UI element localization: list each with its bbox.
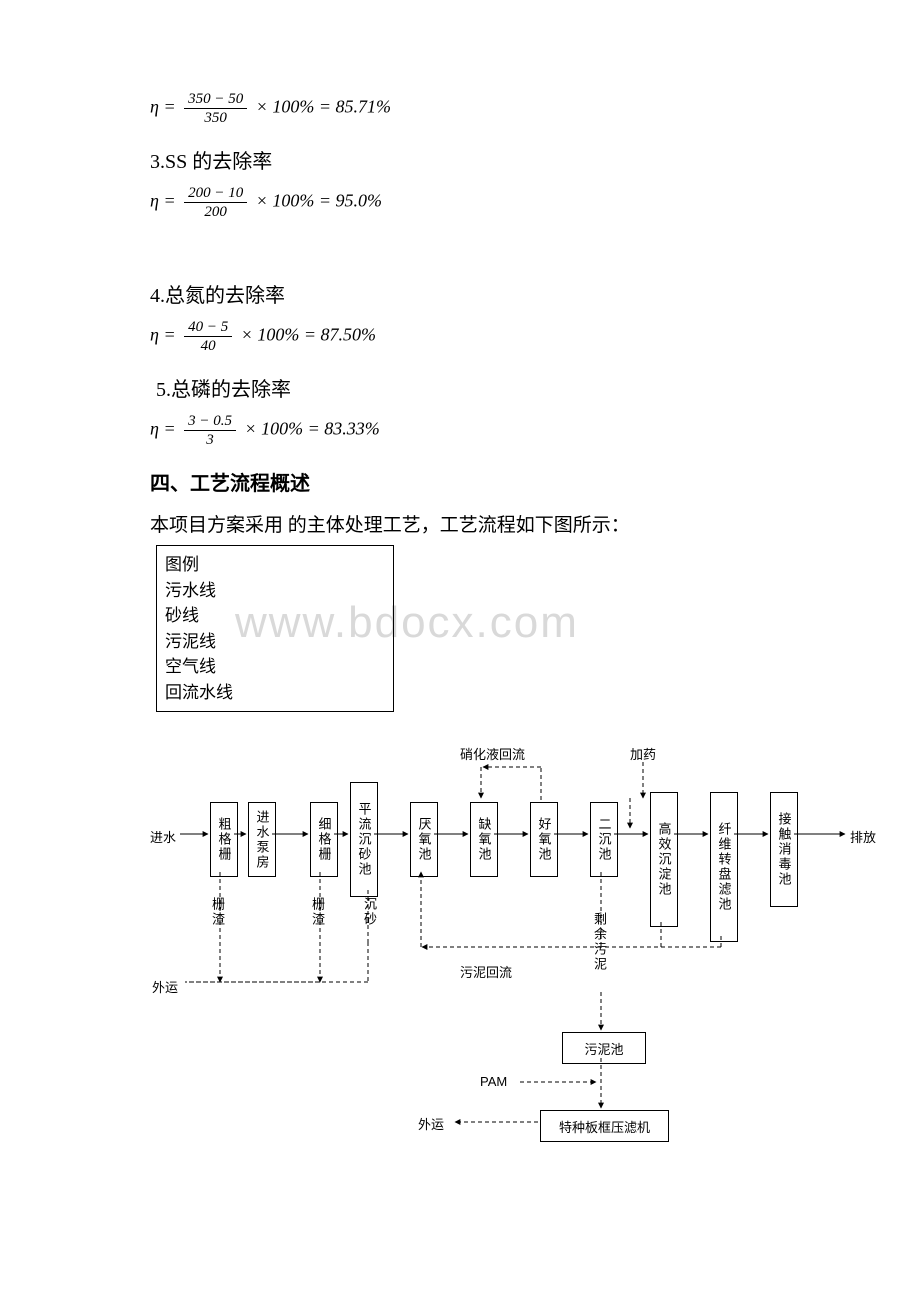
node-pump-house: 进水泵房 <box>248 802 276 877</box>
denominator: 200 <box>184 203 247 221</box>
eta: η <box>150 191 159 211</box>
screenings-label-1: 栅渣 <box>208 897 227 927</box>
fraction: 350 − 50 350 <box>184 90 247 127</box>
formula-1: η = 350 − 50 350 × 100% = 85.71% <box>150 90 800 127</box>
numerator: 200 − 10 <box>184 184 247 203</box>
line-5: 5.总磷的去除率 <box>156 373 800 402</box>
eq: = <box>163 97 175 117</box>
node-aerobic: 好氧池 <box>530 802 558 877</box>
node-coarse-screen: 粗格栅 <box>210 802 238 877</box>
node-grit-chamber: 平流沉砂池 <box>350 782 378 897</box>
node-press: 特种板框压滤机 <box>540 1110 669 1142</box>
node-sludge-tank: 污泥池 <box>562 1032 646 1064</box>
section-heading: 四、工艺流程概述 <box>150 467 800 496</box>
flowchart: 进水 粗格栅 进水泵房 细格栅 平流沉砂池 厌氧池 缺氧池 好氧池 二沉池 高效… <box>150 732 910 1162</box>
fraction: 3 − 0.5 3 <box>184 412 236 449</box>
eq: = <box>163 191 175 211</box>
node-secondary-clarifier: 二沉池 <box>590 802 618 877</box>
denominator: 40 <box>184 337 232 355</box>
eta: η <box>150 325 159 345</box>
eta: η <box>150 419 159 439</box>
node-anaerobic: 厌氧池 <box>410 802 438 877</box>
eta: η <box>150 97 159 117</box>
legend-item: 污泥线 <box>165 629 385 655</box>
denominator: 350 <box>184 109 247 127</box>
denominator: 3 <box>184 431 236 449</box>
pam-label: PAM <box>480 1074 507 1089</box>
legend-item: 污水线 <box>165 578 385 604</box>
rhs: × 100% = 83.33% <box>244 419 379 439</box>
rhs: × 100% = 85.71% <box>256 97 391 117</box>
haul-label-2: 外运 <box>418 1114 444 1133</box>
node-fiber-filter: 纤维转盘滤池 <box>710 792 738 942</box>
node-fine-screen: 细格栅 <box>310 802 338 877</box>
haul-label-1: 外运 <box>152 977 178 996</box>
legend-item: 图例 <box>165 552 385 578</box>
legend-item: 空气线 <box>165 654 385 680</box>
rhs: × 100% = 87.50% <box>241 325 376 345</box>
fraction: 40 − 5 40 <box>184 318 232 355</box>
intro-text: 本项目方案采用 的主体处理工艺，工艺流程如下图所示： <box>150 510 800 537</box>
legend-item: 砂线 <box>165 603 385 629</box>
numerator: 3 − 0.5 <box>184 412 236 431</box>
screenings-label-2: 栅渣 <box>308 897 327 927</box>
sludge-return-label: 污泥回流 <box>460 962 512 981</box>
formula-4: η = 3 − 0.5 3 × 100% = 83.33% <box>150 412 800 449</box>
numerator: 40 − 5 <box>184 318 232 337</box>
eq: = <box>163 325 175 345</box>
outlet-label: 排放 <box>850 827 876 846</box>
node-disinfection: 接触消毒池 <box>770 792 798 907</box>
nitrate-return-label: 硝化液回流 <box>460 744 525 763</box>
node-anoxic: 缺氧池 <box>470 802 498 877</box>
grit-label: 沉砂 <box>360 897 379 927</box>
excess-sludge-label: 剩余污泥 <box>590 912 609 972</box>
formula-2: η = 200 − 10 200 × 100% = 95.0% <box>150 184 800 221</box>
line-3: 3.SS 的去除率 <box>150 145 800 174</box>
legend-box: 图例 污水线 砂线 污泥线 空气线 回流水线 <box>156 545 394 712</box>
line-4: 4.总氮的去除率 <box>150 279 800 308</box>
numerator: 350 − 50 <box>184 90 247 109</box>
inlet-label: 进水 <box>150 827 176 846</box>
formula-3: η = 40 − 5 40 × 100% = 87.50% <box>150 318 800 355</box>
dosing-label: 加药 <box>630 744 656 763</box>
rhs: × 100% = 95.0% <box>256 191 382 211</box>
eq: = <box>163 419 175 439</box>
legend-item: 回流水线 <box>165 680 385 706</box>
fraction: 200 − 10 200 <box>184 184 247 221</box>
node-high-eff: 高效沉淀池 <box>650 792 678 927</box>
